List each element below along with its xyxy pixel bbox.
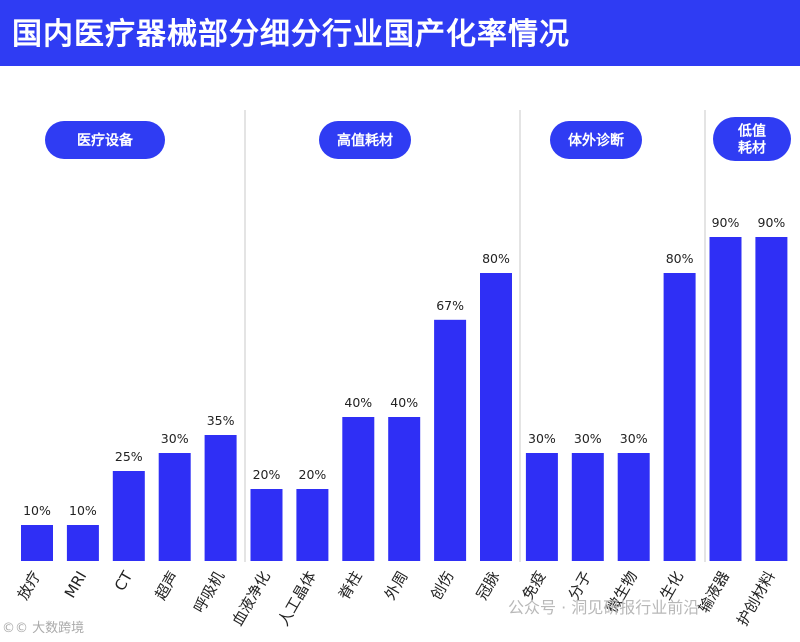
bar (342, 417, 375, 561)
data-label: 40% (344, 395, 372, 410)
group-pill-2 (319, 121, 411, 159)
data-label: 35% (207, 413, 235, 428)
data-label: 25% (115, 449, 143, 464)
data-label: 30% (528, 431, 556, 446)
data-label: 90% (758, 215, 786, 230)
group-label: 体外诊断 (568, 132, 624, 149)
group-label: 医疗设备 (77, 132, 134, 149)
data-label: 90% (712, 215, 740, 230)
x-tick-label: MRI (61, 568, 90, 601)
bar (66, 525, 99, 561)
bar (21, 525, 53, 561)
bar (480, 273, 512, 561)
x-tick-label: 输液器 (695, 568, 733, 616)
watermark-right: 公众号 · 洞见研报行业前沿 (508, 598, 700, 617)
data-label: 30% (574, 431, 602, 446)
watermark-left: ©© 大数跨境 (2, 621, 85, 636)
x-tick-label: 放疗 (14, 568, 45, 603)
data-label: 20% (299, 467, 327, 482)
group-label: 高值耗材 (337, 132, 393, 149)
group-pill-4 (713, 117, 791, 161)
data-label: 10% (69, 503, 97, 518)
bar (571, 453, 604, 561)
x-tick-label: 超声 (152, 568, 183, 603)
bar (755, 237, 788, 561)
x-tick-label: 创伤 (427, 568, 458, 603)
bar (388, 417, 421, 561)
x-tick-label: 冠脉 (473, 568, 504, 603)
x-tick-label: CT (111, 567, 137, 594)
x-tick-label: 护创材料 (733, 568, 779, 629)
group-label: 耗材 (738, 140, 766, 157)
title-bar: 国内医疗器械部分细分行业国产化率情况 (0, 0, 800, 66)
x-tick-label: 人工晶体 (274, 568, 320, 629)
bar-chart: 医疗设备 10% 放疗 10% MRI 25% CT 30% 超声 35% 呼吸机 高值耗材 20% 血液… (14, 110, 791, 629)
x-tick-label: 血液净化 (228, 568, 274, 629)
data-label: 30% (620, 431, 648, 446)
group-pill-3 (550, 121, 642, 159)
x-tick-label: 脊柱 (335, 568, 366, 603)
group-label: 低值 (737, 123, 766, 140)
bar (112, 471, 145, 561)
bar (709, 237, 742, 561)
data-label: 40% (390, 395, 418, 410)
bar (663, 273, 696, 561)
bar (158, 453, 191, 561)
x-tick-label: 呼吸机 (190, 568, 228, 616)
data-label: 30% (161, 431, 189, 446)
data-label: 80% (482, 251, 510, 266)
bar (617, 453, 650, 561)
chart-title: 国内医疗器械部分细分行业国产化率情况 (12, 17, 570, 52)
data-label: 10% (23, 503, 51, 518)
bar (434, 319, 467, 561)
group-pill-1 (45, 121, 165, 159)
data-label: 67% (436, 298, 464, 313)
data-label: 20% (253, 467, 281, 482)
bar (204, 435, 237, 561)
data-label: 80% (666, 251, 694, 266)
bar (525, 453, 558, 561)
bar (250, 489, 283, 561)
bar (296, 489, 329, 561)
x-tick-label: 外周 (381, 568, 412, 603)
